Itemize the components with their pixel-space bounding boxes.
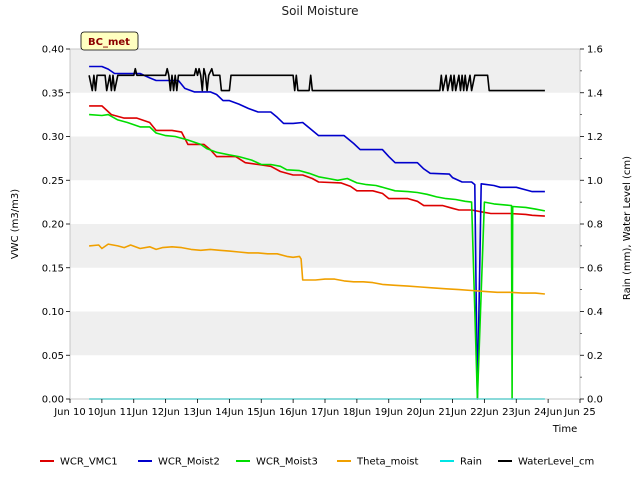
background-band bbox=[70, 49, 580, 93]
plot-series bbox=[88, 65, 546, 400]
y2-tick-label: 1.6 bbox=[587, 45, 603, 56]
legend-item-waterlevel-cm: WaterLevel_cm bbox=[498, 457, 594, 468]
y2-tick-label: 1.4 bbox=[587, 88, 603, 99]
y-tick-label: 0.25 bbox=[42, 176, 64, 187]
x-axis-ticks: Jun 10 10Jun 11Jun 12Jun 13Jun 14Jun 15Jun 16Ju… bbox=[53, 399, 596, 418]
background-bands bbox=[70, 49, 580, 399]
y2-axis-title: Rain (mm), Water Level (cm) bbox=[622, 156, 633, 300]
x-tick-label: 14Jun bbox=[215, 407, 243, 418]
legend-label: WCR_VMC1 bbox=[60, 457, 118, 468]
legend-item-wcr-moist3: WCR_Moist3 bbox=[236, 457, 318, 468]
legend-label: WCR_Moist2 bbox=[158, 457, 220, 468]
y-tick-label: 0.35 bbox=[42, 88, 64, 99]
series-line-wcr-moist2 bbox=[89, 65, 545, 400]
y-tick-label: 0.00 bbox=[42, 395, 64, 406]
legend-label: Theta_moist bbox=[356, 457, 418, 468]
x-tick-label: 24Jun bbox=[534, 407, 562, 418]
y-tick-label: 0.10 bbox=[42, 307, 64, 318]
station-badge: BC_met bbox=[80, 31, 139, 51]
x-tick-label: 15Jun bbox=[247, 407, 275, 418]
x-tick-label: Jun 25 bbox=[563, 407, 596, 418]
y2-tick-label: 0.4 bbox=[587, 307, 603, 318]
x-tick-label: 19Jun bbox=[375, 407, 403, 418]
station-badge-box bbox=[80, 31, 139, 51]
legend-label: WCR_Moist3 bbox=[256, 457, 318, 468]
legend-item-wcr-vmc1: WCR_VMC1 bbox=[40, 457, 118, 468]
x-tick-label: 17Jun bbox=[311, 407, 339, 418]
x-tick-label: 11Jun bbox=[120, 407, 148, 418]
x-tick-label: 12Jun bbox=[151, 407, 179, 418]
y2-tick-label: 0.6 bbox=[587, 263, 603, 274]
station-label: BC_met bbox=[88, 37, 130, 48]
background-band bbox=[70, 136, 580, 181]
chart-title: Soil Moisture bbox=[281, 4, 358, 18]
y-tick-label: 0.40 bbox=[42, 45, 64, 56]
y-tick-label: 0.05 bbox=[42, 351, 64, 362]
x-tick-label: 21Jun bbox=[438, 407, 466, 418]
legend: WCR_VMC1 WCR_Moist2 WCR_Moist3 Theta_moist R… bbox=[40, 457, 594, 468]
x-tick-label: 18Jun bbox=[343, 407, 371, 418]
y-axis-title: VWC (m3/m3) bbox=[10, 189, 21, 259]
series-line-wcr-vmc1 bbox=[89, 105, 545, 217]
legend-item-wcr-moist2: WCR_Moist2 bbox=[138, 457, 220, 468]
y2-tick-label: 1.0 bbox=[587, 176, 603, 187]
series-line-wcr-moist3 bbox=[89, 113, 546, 400]
x-tick-label: 23Jun bbox=[502, 407, 530, 418]
y2-tick-label: 0.0 bbox=[587, 395, 603, 406]
y2-tick-label: 0.8 bbox=[587, 220, 603, 231]
legend-item-rain: Rain bbox=[440, 457, 482, 468]
x-tick-label: 20Jun bbox=[406, 407, 434, 418]
series-line-waterlevel-cm bbox=[88, 67, 545, 92]
y-tick-label: 0.15 bbox=[42, 263, 64, 274]
background-band bbox=[70, 311, 580, 356]
x-tick-label: 10Jun bbox=[88, 407, 116, 418]
x-tick-label: 13Jun bbox=[183, 407, 211, 418]
series-line-theta-moist bbox=[89, 243, 545, 295]
background-band bbox=[70, 224, 580, 268]
x-tick-label: 22Jun bbox=[470, 407, 498, 418]
legend-label: Rain bbox=[460, 457, 482, 468]
y-tick-label: 0.20 bbox=[42, 220, 64, 231]
x-tick-label: 16Jun bbox=[279, 407, 307, 418]
legend-item-theta-moist: Theta_moist bbox=[337, 457, 418, 468]
x-tick-label: Jun 10 bbox=[53, 407, 86, 418]
y-axis-ticks: 0.00 0.05 0.10 0.15 0.20 0.25 0.30 0.35 0.40 bbox=[42, 45, 70, 406]
y-tick-label: 0.30 bbox=[42, 132, 64, 143]
y2-tick-label: 1.2 bbox=[587, 132, 603, 143]
y2-tick-label: 0.2 bbox=[587, 351, 603, 362]
y2-axis-ticks: 0.0 0.2 0.4 0.6 0.8 1.0 1.2 1.4 1.6 bbox=[580, 45, 603, 406]
x-axis-title: Time bbox=[552, 424, 577, 435]
legend-label: WaterLevel_cm bbox=[518, 457, 594, 468]
